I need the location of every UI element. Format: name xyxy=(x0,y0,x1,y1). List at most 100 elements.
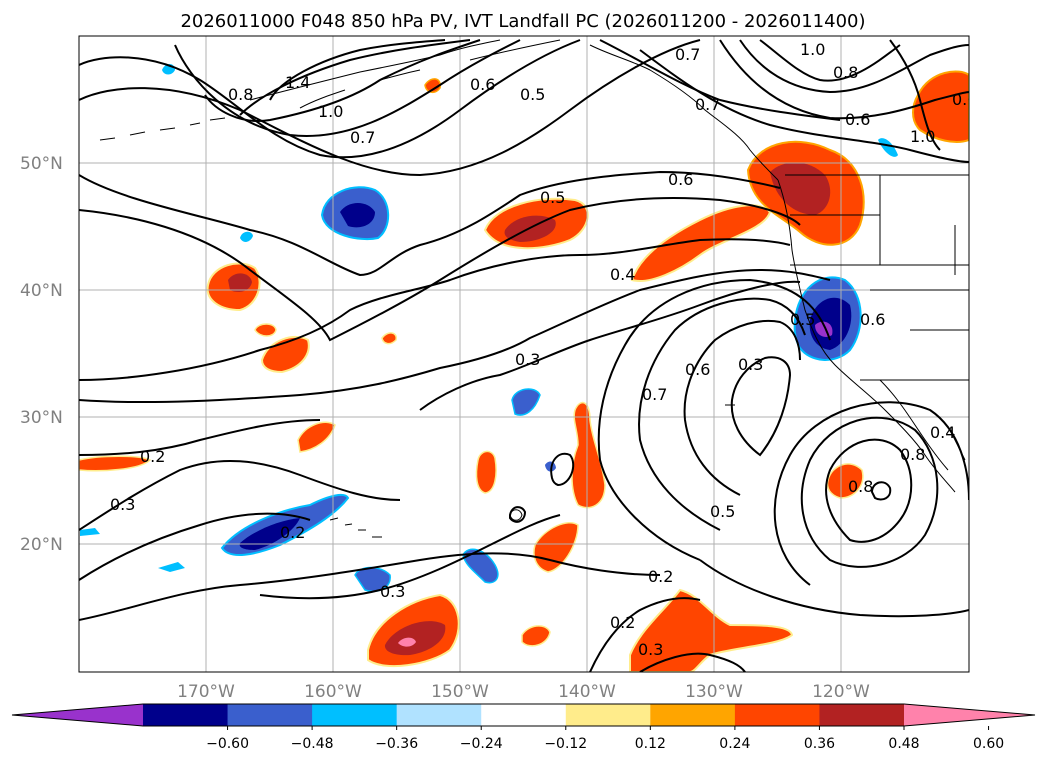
colorbar-segment xyxy=(396,704,482,726)
contour-label: 1.0 xyxy=(318,102,343,121)
contour-label: 0.5 xyxy=(520,85,545,104)
graticule xyxy=(79,36,969,672)
contour-0.7-east-loop xyxy=(683,319,801,496)
contour-1.0-ne xyxy=(759,39,941,151)
pv-anomaly-west-edge xyxy=(79,455,152,472)
contour-label: 0.8 xyxy=(900,445,925,464)
map-frame xyxy=(78,35,970,673)
contour-inner-small xyxy=(870,481,892,501)
contour-label: 0.5 xyxy=(540,188,565,207)
contour-label: 0.2 xyxy=(140,447,165,466)
panhandle-coast xyxy=(589,44,779,181)
longitude-label: 170°W xyxy=(177,682,235,702)
contour-small-ring-1 xyxy=(550,452,575,487)
contour-0.5-central xyxy=(79,197,801,342)
colorbar-tick-label: −0.60 xyxy=(206,736,249,752)
longitude-label: 140°W xyxy=(558,682,616,702)
latitude-label: 40°N xyxy=(20,281,63,301)
pv-anomaly-neg-31n xyxy=(511,388,541,416)
contour-0.6-ne xyxy=(719,39,969,120)
pv-anomaly-neg-47n-core xyxy=(340,203,375,228)
pv-anomaly-17n-southwest-peak xyxy=(398,637,416,647)
contour-label: 0.7 xyxy=(642,385,667,404)
colorbar: −0.60 −0.48 −0.36 −0.24 −0.12 0.12 0.24 0.36 0.4… xyxy=(11,703,1036,752)
contour-label: 0.6 xyxy=(668,170,693,189)
contour-0.6-east-loop xyxy=(638,297,806,531)
pv-anomaly-30n-central xyxy=(297,421,336,453)
colorbar-segment xyxy=(565,704,651,726)
contour-label: 0.6 xyxy=(685,360,710,379)
contour-0.8-ne xyxy=(739,39,969,94)
colorbar-segment xyxy=(481,704,567,726)
colorbar-segment xyxy=(227,704,313,726)
contour-0.5-north xyxy=(79,39,701,177)
contour-label: 0.4 xyxy=(930,423,955,442)
colorbar-tick-label: 0.36 xyxy=(804,736,835,752)
contour-0.2-west xyxy=(79,419,321,456)
pv-anomaly-gulf-alaska xyxy=(424,78,441,93)
contour-0.5-ring xyxy=(699,559,969,618)
contour-label: 0.3 xyxy=(638,640,663,659)
contour-1.0-north xyxy=(239,39,471,116)
contour-1.4 xyxy=(269,39,446,101)
contour-label: 0.5 xyxy=(790,310,815,329)
colorbar-tick-label: −0.24 xyxy=(460,736,503,752)
contour-0.4 xyxy=(79,238,791,381)
contour-0.7-ring xyxy=(800,416,939,568)
pv-anomaly-40n-west-core xyxy=(228,273,252,292)
colorbar-segment xyxy=(312,704,398,726)
contour-label: 0.8 xyxy=(833,63,858,82)
contour-0.3-south xyxy=(259,514,561,600)
contour-label: 1.0 xyxy=(800,40,825,59)
aleutians xyxy=(99,117,226,141)
colorbar-extend-max xyxy=(904,704,1035,726)
colorbar-tick-label: 0.48 xyxy=(888,736,919,752)
contour-label: 1.0 xyxy=(910,127,935,146)
hawaii-islands xyxy=(329,517,382,538)
contour-label: 0.8 xyxy=(228,85,253,104)
pv-anomaly-27n-central xyxy=(475,450,497,494)
pv-anomaly-neg-20n-west-core xyxy=(239,518,300,550)
pv-anomaly-neg-small-5 xyxy=(80,528,100,536)
contour-0.3-southeast xyxy=(639,652,746,672)
colorbar-tick-label: 0.24 xyxy=(719,736,750,752)
colorbar-extend-min xyxy=(12,704,143,726)
pv-anomaly-neg-18n xyxy=(462,548,499,584)
contour-label: 0.3 xyxy=(515,350,540,369)
contour-label: 1.4 xyxy=(285,73,310,92)
contour-0.8-ring xyxy=(825,438,913,543)
colorbar-tick-label: −0.12 xyxy=(544,736,587,752)
colorbar-tick-label: 0.60 xyxy=(973,736,1004,752)
pv-anomaly-neg-small-6 xyxy=(878,138,898,157)
contour-labels: 1.4 1.0 0.8 0.7 0.6 0.5 0.7 1.0 0.8 0.6 … xyxy=(110,40,969,659)
contour-label: 0.3 xyxy=(738,355,763,374)
contour-0.2-southeast xyxy=(589,597,701,672)
pv-anomaly-25n-east xyxy=(826,463,864,499)
pv-anomaly-neg-small-4 xyxy=(158,562,185,572)
latitude-axis: 50°N 40°N 30°N 20°N xyxy=(20,154,63,555)
contour-0.2-south xyxy=(79,552,661,621)
colorbar-tick-label: −0.36 xyxy=(375,736,418,752)
contour-label: 0.3 xyxy=(110,495,135,514)
contour-label: 0.7 xyxy=(695,95,720,114)
contour-label: 0.4 xyxy=(610,265,635,284)
contour-label: 0.6 xyxy=(845,110,870,129)
ivt-contours xyxy=(79,39,969,672)
figure-title: 2026011000 F048 850 hPa PV, IVT Landfall… xyxy=(180,11,865,32)
state-border-1 xyxy=(790,175,969,381)
pv-anomaly-small-1 xyxy=(254,323,277,337)
contour-0.3-central xyxy=(79,268,831,404)
contour-0.7-north xyxy=(174,39,521,137)
pv-anomaly-south-140w xyxy=(521,625,551,647)
map-panel: 1.4 1.0 0.8 0.7 0.6 0.5 0.7 1.0 0.8 0.6 … xyxy=(78,35,970,673)
contour-label: 0.6 xyxy=(860,310,885,329)
alaska-coast xyxy=(249,39,561,109)
longitude-label: 120°W xyxy=(812,682,870,702)
pv-anomaly-17n-southwest-core xyxy=(384,621,446,656)
contour-label: 0.7 xyxy=(675,45,700,64)
colorbar-segment xyxy=(734,704,820,726)
contour-0.7-ne-2 xyxy=(599,39,841,121)
pv-negative-shading xyxy=(80,64,898,592)
contour-label: 0.6 xyxy=(470,75,495,94)
